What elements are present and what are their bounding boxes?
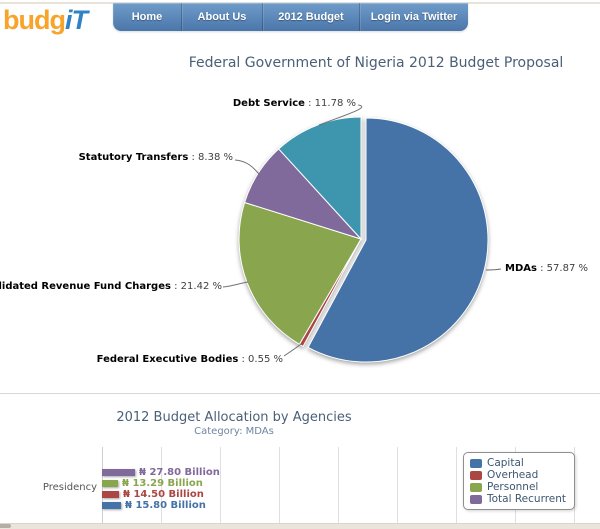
pie-label-value: : 11.78 % <box>304 98 356 109</box>
legend-item-overhead[interactable]: Overhead <box>470 469 566 481</box>
nav-item-home[interactable]: Home <box>113 3 182 31</box>
pie-label-connectors <box>222 104 502 357</box>
gridline <box>279 447 280 523</box>
main-navbar: Home About Us 2012 Budget Login via Twit… <box>113 3 468 31</box>
bar-chart-subtitle: Category: MDAs <box>194 426 274 437</box>
nav-item-2012-budget[interactable]: 2012 Budget <box>263 3 360 31</box>
bar-row-capital: ₦ 15.80 Billion <box>102 499 206 511</box>
bar-value-total-recurrent: ₦ 27.80 Billion <box>139 466 220 478</box>
bar-category-label: Presidency <box>42 482 97 493</box>
pie-chart-title: Federal Government of Nigeria 2012 Budge… <box>188 55 564 71</box>
section-divider <box>0 393 600 394</box>
pie-label-federal-executive-bodies: Federal Executive Bodies : 0.55 % <box>97 354 283 365</box>
pie-label-name: MDAs <box>505 263 537 274</box>
pie-label-debt-service: Debt Service : 11.78 % <box>233 98 356 109</box>
bar-row-total-recurrent: ₦ 27.80 Billion <box>102 466 220 478</box>
legend-label: Personnel <box>487 481 539 493</box>
bar-chart-title: 2012 Budget Allocation by Agencies <box>116 410 352 425</box>
gridline <box>220 447 221 523</box>
pie-label-value: : 8.38 % <box>188 152 233 163</box>
legend-item-personnel[interactable]: Personnel <box>470 481 566 493</box>
gridline <box>338 447 339 523</box>
legend-item-total-recurrent[interactable]: Total Recurrent <box>470 493 566 505</box>
logo-text-budg: budg <box>3 5 66 35</box>
pie-label-consolidated-revenue-fund-charges: Consolidated Revenue Fund Charges : 21.4… <box>0 281 222 292</box>
pie-label-name: Federal Executive Bodies <box>96 354 239 365</box>
bar-personnel[interactable] <box>102 479 118 487</box>
legend-label: Capital <box>487 457 524 469</box>
pie-label-value: : 0.55 % <box>238 354 283 365</box>
bar-value-overhead: ₦ 14.50 Billion <box>123 488 204 500</box>
nav-item-login-twitter[interactable]: Login via Twitter <box>360 3 468 31</box>
legend-label: Overhead <box>487 469 539 481</box>
legend-swatch-capital <box>470 458 482 468</box>
legend-swatch-overhead <box>470 470 482 480</box>
pie-chart <box>222 104 502 363</box>
legend-swatch-personnel <box>470 482 482 492</box>
bar-value-capital: ₦ 15.80 Billion <box>125 499 206 511</box>
bar-value-personnel: ₦ 13.29 Billion <box>122 477 203 489</box>
pie-label-mdas: MDAs : 57.87 % <box>505 263 588 274</box>
bar-row-personnel: ₦ 13.29 Billion <box>102 477 203 489</box>
bar-overhead[interactable] <box>102 490 119 498</box>
pie-slice-mdas[interactable] <box>307 117 489 363</box>
bar-chart-legend: Capital Overhead Personnel Total Recurre… <box>463 452 576 510</box>
bar-capital[interactable] <box>102 501 121 509</box>
nav-item-about-us[interactable]: About Us <box>182 3 263 31</box>
pie-label-statutory-transfers: Statutory Transfers : 8.38 % <box>79 152 233 163</box>
legend-swatch-total-recurrent <box>470 494 482 504</box>
legend-label: Total Recurrent <box>487 493 567 505</box>
pie-label-name: Debt Service <box>232 98 305 109</box>
gridline <box>397 447 398 523</box>
pie-label-value: : 57.87 % <box>536 263 588 274</box>
budgit-logo[interactable]: budgiT <box>3 5 88 36</box>
legend-item-capital[interactable]: Capital <box>470 457 566 469</box>
scrollbar-corner <box>0 524 11 528</box>
pie-slice-consolidated-revenue-fund-charges[interactable] <box>238 201 362 345</box>
pie-label-name: Consolidated Revenue Fund Charges <box>0 281 171 292</box>
bar-total-recurrent[interactable] <box>102 468 135 476</box>
gridline <box>456 447 457 523</box>
gridline <box>161 447 162 523</box>
pie-slice-debt-service[interactable] <box>277 116 362 241</box>
bottom-border-strip <box>0 523 600 529</box>
logo-text-it: iT <box>64 5 88 35</box>
bar-row-overhead: ₦ 14.50 Billion <box>102 488 204 500</box>
pie-label-value: : 21.42 % <box>170 281 222 292</box>
pie-label-name: Statutory Transfers <box>78 152 189 163</box>
